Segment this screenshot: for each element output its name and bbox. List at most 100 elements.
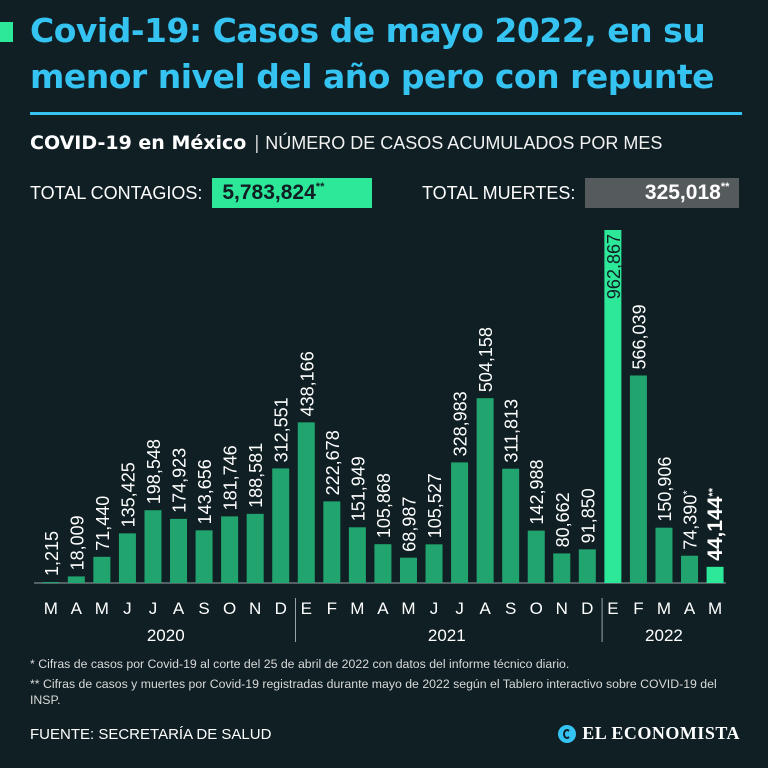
bar — [246, 513, 264, 583]
bar — [655, 527, 673, 583]
data-label-value: 566,039 — [629, 304, 649, 369]
data-label: 222,678 — [323, 430, 343, 495]
total-contagios-mark: ** — [315, 181, 325, 193]
x-tick-label: O — [223, 599, 236, 618]
year-label: 2022 — [645, 626, 683, 645]
data-label: 68,987 — [399, 497, 419, 552]
bar — [348, 527, 366, 583]
data-label: 312,551 — [272, 397, 292, 462]
total-muertes-value: 325,018 — [644, 181, 721, 204]
data-label-value: 1,215 — [42, 531, 62, 576]
x-tick-label: A — [71, 599, 83, 618]
bar — [629, 375, 647, 583]
data-label: 198,548 — [144, 439, 164, 504]
total-muertes-badge: 325,018** — [585, 178, 740, 208]
bar — [527, 530, 545, 583]
footnotes: * Cifras de casos por Covid-19 al corte … — [30, 656, 750, 712]
data-label: 438,166 — [297, 351, 317, 416]
data-label-value: 105,868 — [374, 473, 394, 538]
footnote-2: ** Cifras de casos y muertes por Covid-1… — [30, 677, 717, 707]
x-tick-label: S — [198, 599, 209, 618]
bar — [399, 557, 417, 583]
x-tick-label: D — [581, 599, 593, 618]
data-label: 143,656 — [195, 459, 215, 524]
data-label: 181,746 — [221, 445, 241, 510]
x-tick-label: A — [684, 599, 696, 618]
total-contagios: TOTAL CONTAGIOS: 5,783,824** — [30, 178, 373, 208]
x-tick-label: M — [350, 599, 364, 618]
x-tick-label: J — [455, 599, 464, 618]
data-label-value: 18,009 — [67, 515, 87, 570]
bar — [502, 468, 520, 583]
bar — [451, 462, 469, 583]
data-label: 962,867 — [604, 234, 624, 299]
subtitle-separator: | — [254, 133, 260, 154]
data-label-value: 962,867 — [604, 234, 624, 299]
data-label-value: 181,746 — [221, 445, 241, 510]
data-label-value: 105,527 — [425, 473, 445, 538]
data-label-value: 174,923 — [170, 448, 190, 513]
bar — [425, 544, 443, 583]
data-label: 105,527 — [425, 473, 445, 538]
data-label-value: 44,144 — [704, 496, 727, 561]
bar — [323, 501, 341, 583]
data-label-value: 504,158 — [476, 327, 496, 392]
footnote-1: * Cifras de casos por Covid-19 al corte … — [30, 657, 570, 671]
bar — [67, 576, 85, 583]
bar — [221, 516, 239, 583]
data-label: 1,215 — [42, 531, 62, 576]
bar — [195, 530, 213, 583]
bar — [297, 422, 315, 583]
bar — [578, 549, 596, 583]
bar — [170, 518, 188, 583]
bar — [706, 566, 724, 583]
x-tick-label: A — [479, 599, 491, 618]
data-label-value: 150,906 — [655, 457, 675, 522]
x-tick-label: J — [430, 599, 439, 618]
data-label: 188,581 — [246, 443, 266, 508]
data-label-value: 71,440 — [93, 496, 113, 551]
total-muertes: TOTAL MUERTES: 325,018** — [422, 178, 740, 208]
x-tick-label: S — [505, 599, 516, 618]
year-label: 2020 — [147, 626, 185, 645]
data-label: 566,039 — [629, 304, 649, 369]
total-contagios-label: TOTAL CONTAGIOS: — [30, 182, 203, 203]
data-label-value: 74,390 — [681, 495, 701, 550]
data-label: 174,923 — [170, 448, 190, 513]
x-tick-label: M — [95, 599, 109, 618]
data-label: 504,158 — [476, 327, 496, 392]
bar — [93, 556, 111, 583]
x-tick-label: F — [327, 599, 337, 618]
data-label: 71,440 — [93, 496, 113, 551]
bar — [681, 555, 699, 583]
x-tick-label: M — [708, 599, 722, 618]
total-muertes-label: TOTAL MUERTES: — [422, 182, 576, 203]
data-label-value: 142,988 — [527, 460, 547, 525]
year-label: 2021 — [428, 626, 466, 645]
data-label-value: 91,850 — [578, 488, 598, 543]
title-divider — [30, 112, 742, 115]
x-tick-label: D — [275, 599, 287, 618]
bar — [374, 544, 392, 583]
x-tick-label: E — [607, 599, 618, 618]
chart-subtitle: COVID-19 en México | NÚMERO DE CASOS ACUMU… — [30, 132, 662, 155]
x-tick-label: J — [123, 599, 132, 618]
data-label-value: 135,425 — [118, 462, 138, 527]
data-label: 142,988 — [527, 460, 547, 525]
data-label-value: 188,581 — [246, 443, 266, 508]
data-label-value: 438,166 — [297, 351, 317, 416]
source-credit: FUENTE: SECRETARÍA DE SALUD — [30, 726, 272, 743]
x-tick-label: J — [149, 599, 158, 618]
bar — [476, 398, 494, 583]
data-label: 311,813 — [502, 399, 522, 463]
x-tick-label: M — [657, 599, 671, 618]
data-label: 151,949 — [348, 456, 368, 521]
x-tick-label: A — [377, 599, 389, 618]
data-label-value: 80,662 — [553, 492, 573, 547]
bar — [118, 533, 136, 583]
data-label: 150,906 — [655, 457, 675, 522]
data-label-value: 68,987 — [399, 497, 419, 552]
data-label-value: 311,813 — [502, 399, 522, 463]
data-label-value: 198,548 — [144, 439, 164, 504]
